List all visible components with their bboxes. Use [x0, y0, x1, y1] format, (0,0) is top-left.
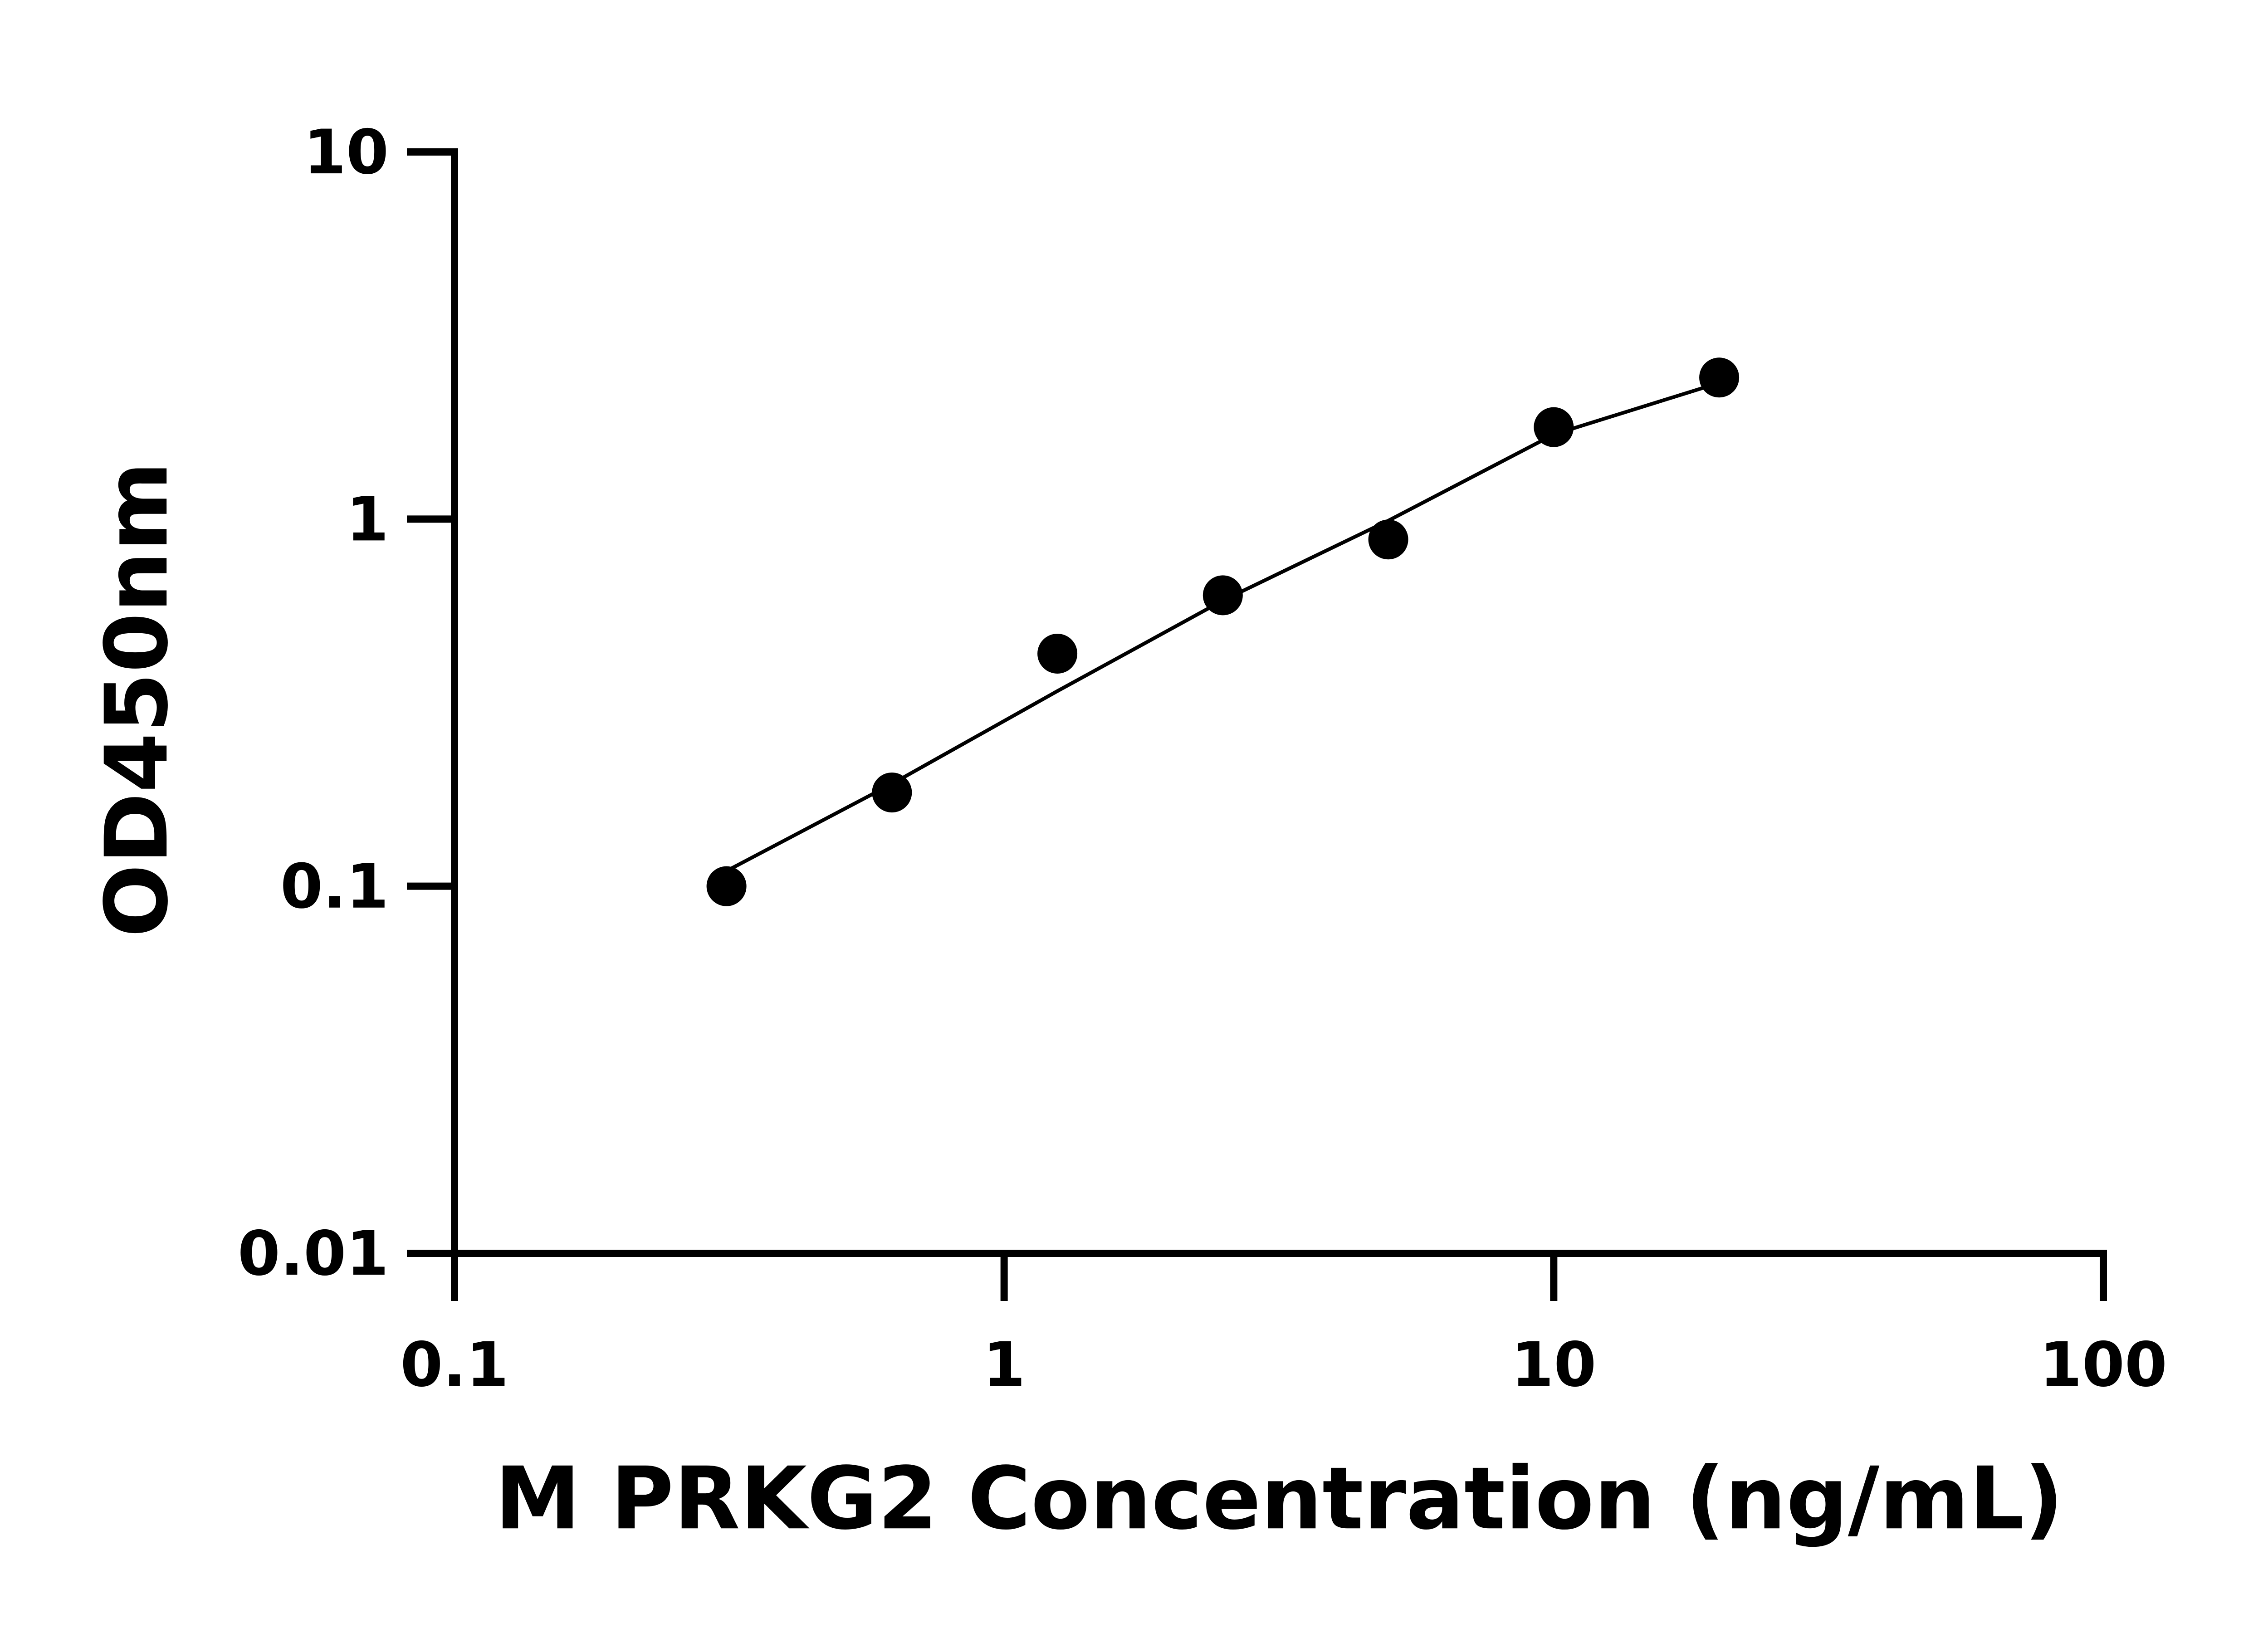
y-tick-label: 0.01: [238, 1218, 389, 1289]
y-tick-label: 0.1: [280, 851, 389, 922]
data-point: [1368, 519, 1408, 560]
data-point: [1202, 575, 1243, 616]
x-tick-label: 10: [1511, 1329, 1596, 1400]
data-point: [1699, 357, 1740, 398]
x-tick-label: 100: [2039, 1329, 2167, 1400]
data-point: [1534, 407, 1574, 447]
data-point: [1037, 633, 1078, 674]
x-tick-label: 1: [983, 1329, 1026, 1400]
data-point: [706, 866, 747, 906]
x-axis-title: M PRKG2 Concentration (ng/mL): [495, 1448, 2063, 1549]
y-axis-title: OD450nm: [87, 461, 187, 937]
data-point: [872, 772, 912, 813]
x-tick-label: 0.1: [400, 1329, 508, 1400]
y-tick-label: 1: [346, 484, 389, 555]
y-tick-label: 10: [303, 117, 389, 188]
